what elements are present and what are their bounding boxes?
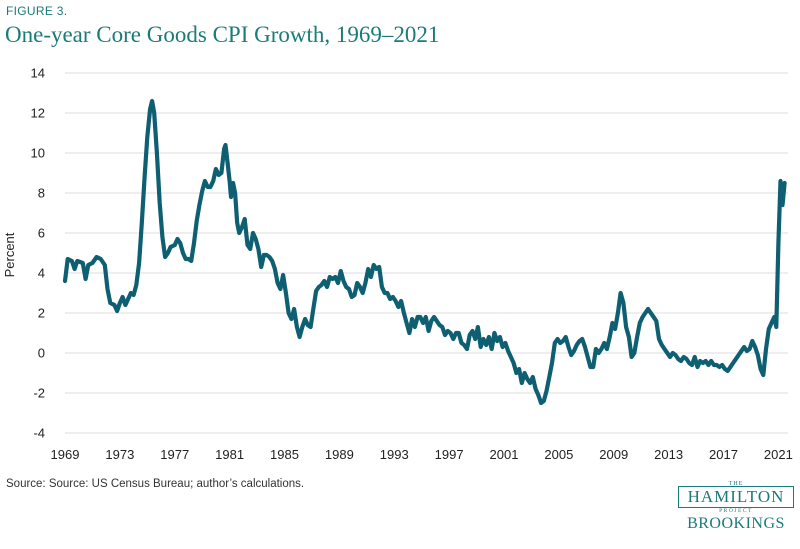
source-note: Source: Source: US Census Bureau; author… [6, 478, 305, 490]
x-tick-label: 1989 [325, 447, 354, 462]
series-line-0 [62, 98, 787, 406]
logo-brookings: BROOKINGS [687, 515, 785, 532]
x-tick-label: 2009 [599, 447, 628, 462]
y-tick-label: 14 [31, 66, 45, 81]
x-tick-label: 1993 [380, 447, 409, 462]
y-tick-label: -4 [33, 426, 45, 441]
logo-the: THE [728, 481, 744, 487]
y-tick-label: -2 [33, 386, 45, 401]
x-tick-label: 2001 [490, 447, 519, 462]
y-tick-label: 2 [38, 306, 45, 321]
y-tick-label: 10 [31, 146, 45, 161]
x-tick-labels: 1969 1973 1977 1981 1985 1989 1993 1997 2001 2005… [51, 447, 793, 462]
y-axis-label: Percent [2, 232, 17, 277]
y-tick-label: 4 [38, 266, 45, 281]
x-tick-label: 1969 [51, 447, 80, 462]
x-tick-label: 1973 [105, 447, 134, 462]
x-tick-label: 1981 [215, 447, 244, 462]
x-tick-label: 2017 [709, 447, 738, 462]
x-tick-label: 1997 [435, 447, 464, 462]
x-tick-label: 2005 [544, 447, 573, 462]
figure-label: FIGURE 3. [6, 4, 68, 18]
logo-hamilton: HAMILTON [687, 487, 785, 506]
y-tick-label: 8 [38, 186, 45, 201]
logo-frame [678, 486, 794, 508]
x-tick-label: 1985 [270, 447, 299, 462]
x-tick-label: 2021 [764, 447, 793, 462]
x-tick-label: 1977 [160, 447, 189, 462]
y-tick-label: 0 [38, 346, 45, 361]
grid-lines [65, 72, 788, 434]
y-tick-labels: -4 -2 0 2 4 6 8 10 12 14 [31, 66, 45, 441]
series-group [62, 98, 787, 406]
chart-title: One-year Core Goods CPI Growth, 1969–202… [5, 22, 440, 47]
logo-project: PROJECT [719, 508, 753, 514]
chart: -4 -2 0 2 4 6 8 10 12 14 1969 1973 1977 1981 1985 1989… [2, 66, 793, 463]
x-tick-label: 2013 [654, 447, 683, 462]
y-tick-label: 12 [31, 106, 45, 121]
y-tick-label: 6 [38, 226, 45, 241]
